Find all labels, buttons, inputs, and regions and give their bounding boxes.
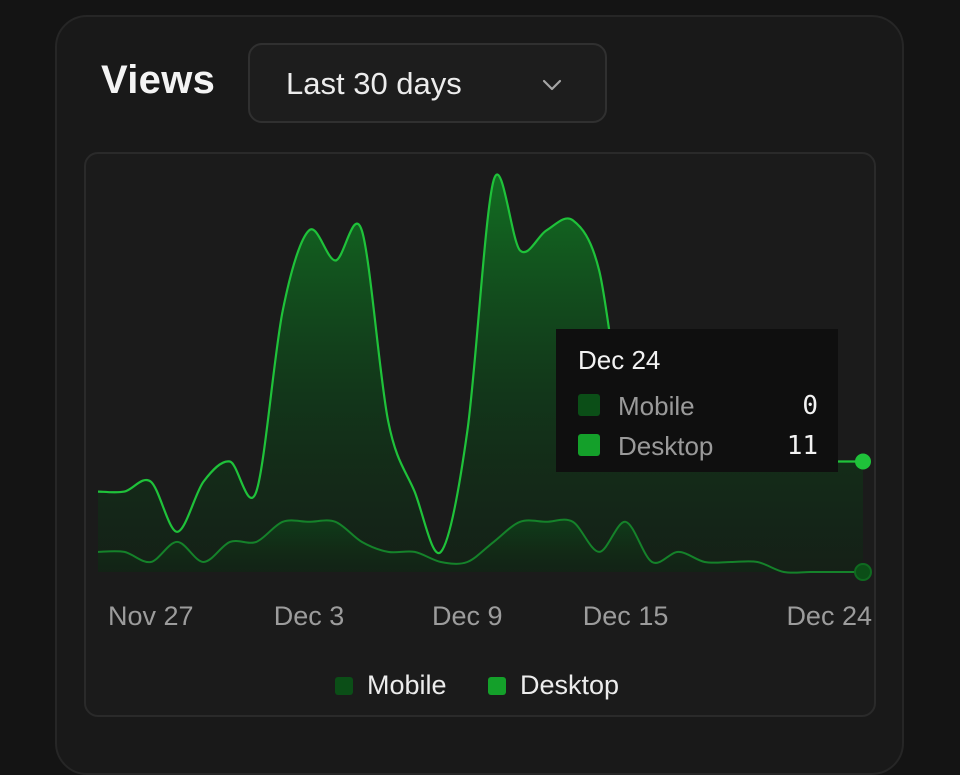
legend-swatch-mobile xyxy=(335,677,353,695)
mobile-active-point[interactable] xyxy=(854,563,872,581)
x-tick-label: Dec 3 xyxy=(274,601,345,631)
date-range-dropdown[interactable]: Last 30 days xyxy=(248,43,607,123)
tooltip-row-mobile: Mobile 0 xyxy=(578,391,818,421)
x-tick-label: Dec 9 xyxy=(432,601,503,631)
date-range-label: Last 30 days xyxy=(286,66,462,101)
card-title: Views xyxy=(101,58,216,102)
x-tick-label: Nov 27 xyxy=(108,601,194,631)
chart-legend: Mobile Desktop xyxy=(0,668,960,704)
tooltip-row-desktop: Desktop 11 xyxy=(578,431,818,461)
legend-label: Mobile xyxy=(367,670,447,700)
chart-tooltip: Dec 24 Mobile 0 Desktop 11 xyxy=(556,329,838,472)
tooltip-date: Dec 24 xyxy=(578,345,661,375)
tooltip-series-name: Mobile xyxy=(618,391,695,421)
tooltip-swatch-mobile xyxy=(578,394,600,416)
x-tick-label: Dec 24 xyxy=(786,601,872,631)
tooltip-series-value: 11 xyxy=(786,431,818,461)
legend-label: Desktop xyxy=(520,670,620,700)
mobile-area xyxy=(98,519,863,573)
mobile-line xyxy=(97,518,863,574)
chevron-down-icon xyxy=(542,79,562,91)
tooltip-series-name: Desktop xyxy=(618,431,714,461)
desktop-active-point[interactable] xyxy=(855,453,871,470)
desktop-area xyxy=(98,174,863,572)
tooltip-series-value: 0 xyxy=(802,391,818,421)
legend-swatch-desktop xyxy=(488,677,506,695)
x-tick-label: Dec 15 xyxy=(583,601,669,631)
tooltip-swatch-desktop xyxy=(578,434,600,456)
